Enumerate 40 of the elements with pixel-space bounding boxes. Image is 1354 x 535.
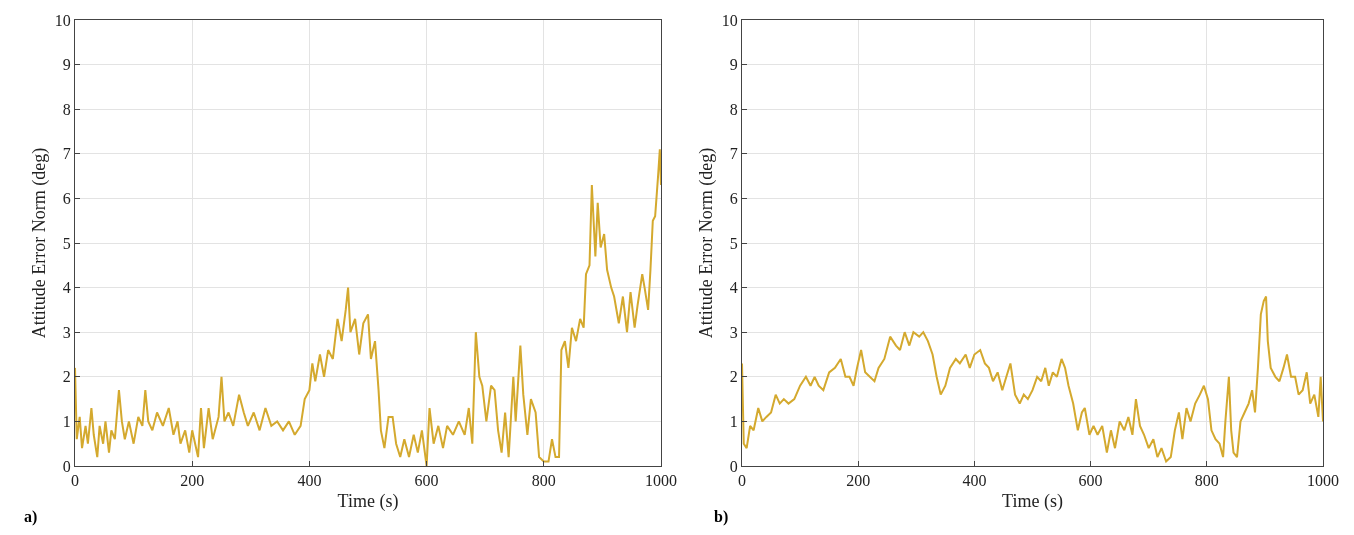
y-tick-label: 0: [62, 457, 71, 475]
y-tick-label: 10: [721, 11, 738, 29]
y-tick-label: 8: [729, 100, 738, 118]
line-series: [75, 148, 661, 466]
x-tick-label: 1000: [1307, 472, 1339, 490]
y-tick-label: 9: [62, 56, 71, 74]
text: b): [714, 508, 729, 526]
x-tick-label: 200: [846, 472, 871, 490]
y-tick-label: 10: [54, 11, 71, 29]
y-tick-label: 4: [729, 279, 738, 297]
x-axis-title: Time (s): [1002, 491, 1063, 513]
x-tick-label: 600: [1078, 472, 1103, 490]
y-tick-label: 0: [729, 457, 738, 475]
x-tick-label: 400: [962, 472, 987, 490]
y-tick-label: 3: [62, 323, 71, 341]
y-tick-label: 1: [62, 413, 71, 430]
x-tick-label: 600: [414, 472, 439, 490]
y-tick-label: 7: [62, 145, 71, 163]
x-axis-title: Time (s): [337, 491, 399, 513]
y-tick-label: 8: [62, 100, 71, 118]
y-tick-label: 5: [62, 234, 71, 252]
line-series: [742, 295, 1323, 463]
y-tick-label: 6: [729, 190, 738, 207]
y-tick-label: 2: [62, 368, 71, 386]
y-tick-label: 6: [62, 190, 71, 207]
y-tick-label: 2: [729, 368, 738, 386]
x-tick-label: 1000: [645, 472, 677, 490]
y-axis-title: Attitude Error Norm (deg): [29, 147, 50, 339]
x-tick-label: 200: [180, 472, 205, 490]
text: a): [24, 508, 38, 526]
y-tick-label: 1: [729, 413, 738, 430]
y-tick-label: 5: [729, 234, 738, 252]
y-tick-label: 7: [729, 145, 738, 163]
y-axis-title: Attitude Error Norm (deg): [696, 147, 717, 339]
x-tick-label: 400: [297, 472, 322, 490]
y-tick-label: 3: [729, 323, 738, 341]
y-tick-label: 4: [62, 279, 71, 297]
x-tick-label: 800: [1194, 472, 1219, 490]
x-tick-label: 800: [531, 472, 556, 490]
y-tick-label: 9: [729, 56, 738, 74]
